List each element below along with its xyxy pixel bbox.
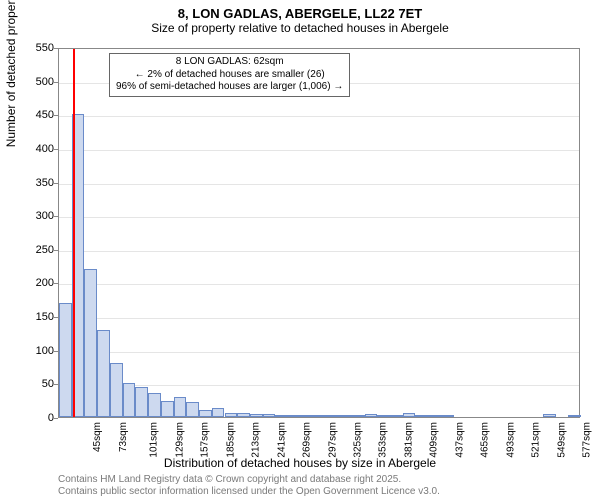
y-tick-label: 400 (14, 143, 54, 155)
y-tick-mark (54, 115, 58, 116)
y-tick-mark (54, 351, 58, 352)
y-tick-label: 450 (14, 109, 54, 121)
histogram-bar (365, 414, 378, 417)
histogram-bar (543, 414, 556, 417)
y-tick-mark (54, 418, 58, 419)
histogram-bar (212, 408, 225, 417)
y-tick-label: 500 (14, 76, 54, 88)
plot-area: 8 LON GADLAS: 62sqm← 2% of detached hous… (58, 48, 580, 418)
histogram-bar (275, 415, 288, 417)
annotation-line: 96% of semi-detached houses are larger (… (116, 81, 343, 94)
y-tick-mark (54, 283, 58, 284)
histogram-bar (390, 415, 403, 417)
y-tick-label: 0 (14, 412, 54, 424)
gridline (59, 150, 579, 151)
histogram-bar (415, 415, 428, 417)
histogram-bar (377, 415, 390, 417)
x-tick-label: 45sqm (92, 422, 103, 452)
y-tick-label: 50 (14, 378, 54, 390)
annotation-line: 8 LON GADLAS: 62sqm (116, 56, 343, 69)
histogram-bar (123, 383, 136, 417)
annotation-line: ← 2% of detached houses are smaller (26) (116, 69, 343, 82)
y-tick-label: 100 (14, 345, 54, 357)
gridline (59, 251, 579, 252)
y-tick-mark (54, 384, 58, 385)
histogram-bar (428, 415, 441, 417)
x-tick-label: 297sqm (327, 422, 338, 458)
histogram-bar (326, 415, 339, 417)
x-tick-label: 129sqm (174, 422, 185, 458)
annotation-box: 8 LON GADLAS: 62sqm← 2% of detached hous… (109, 53, 350, 97)
x-tick-label: 549sqm (556, 422, 567, 458)
histogram-bar (352, 415, 365, 417)
x-tick-label: 241sqm (276, 422, 287, 458)
x-tick-label: 353sqm (378, 422, 389, 458)
x-tick-label: 465sqm (480, 422, 491, 458)
x-tick-label: 493sqm (505, 422, 516, 458)
x-tick-label: 73sqm (118, 422, 129, 452)
histogram-bar (110, 363, 123, 417)
x-tick-label: 409sqm (429, 422, 440, 458)
y-tick-mark (54, 250, 58, 251)
x-tick-label: 437sqm (454, 422, 465, 458)
histogram-bar (225, 413, 238, 417)
histogram-bar (441, 415, 454, 417)
y-tick-label: 350 (14, 177, 54, 189)
y-tick-mark (54, 216, 58, 217)
y-tick-label: 150 (14, 311, 54, 323)
x-tick-label: 213sqm (251, 422, 262, 458)
gridline (59, 352, 579, 353)
y-tick-mark (54, 48, 58, 49)
x-tick-label: 101sqm (149, 422, 160, 458)
gridline (59, 284, 579, 285)
histogram-bar (84, 269, 97, 417)
histogram-bar (301, 415, 314, 417)
y-axis-label: Number of detached properties (4, 0, 18, 147)
gridline (59, 318, 579, 319)
y-tick-label: 200 (14, 277, 54, 289)
x-tick-label: 521sqm (531, 422, 542, 458)
x-tick-label: 577sqm (582, 422, 593, 458)
x-tick-label: 325sqm (353, 422, 364, 458)
attribution-footer: Contains HM Land Registry data © Crown c… (58, 474, 440, 497)
x-axis-label: Distribution of detached houses by size … (0, 456, 600, 470)
histogram-bar (237, 413, 250, 417)
x-tick-label: 381sqm (404, 422, 415, 458)
y-tick-mark (54, 183, 58, 184)
y-tick-label: 250 (14, 244, 54, 256)
x-tick-label: 185sqm (225, 422, 236, 458)
gridline (59, 116, 579, 117)
histogram-bar (186, 402, 199, 417)
histogram-bar (97, 330, 110, 417)
histogram-bar (568, 415, 581, 417)
histogram-bar (161, 401, 174, 417)
histogram-bar (59, 303, 72, 417)
histogram-bar (250, 414, 263, 417)
y-tick-mark (54, 149, 58, 150)
y-tick-mark (54, 82, 58, 83)
y-tick-mark (54, 317, 58, 318)
footer-line-1: Contains HM Land Registry data © Crown c… (58, 474, 440, 486)
histogram-bar (403, 413, 416, 417)
histogram-bar (199, 410, 212, 417)
histogram-bar (135, 387, 148, 417)
footer-line-2: Contains public sector information licen… (58, 486, 440, 498)
x-tick-label: 269sqm (302, 422, 313, 458)
x-tick-label: 157sqm (200, 422, 211, 458)
y-tick-label: 300 (14, 210, 54, 222)
chart-subtitle: Size of property relative to detached ho… (0, 21, 600, 39)
gridline (59, 184, 579, 185)
histogram-bar (263, 414, 276, 417)
histogram-chart: 8, LON GADLAS, ABERGELE, LL22 7ET Size o… (0, 0, 600, 500)
histogram-bar (148, 393, 161, 417)
subject-marker-line (73, 49, 75, 417)
chart-title: 8, LON GADLAS, ABERGELE, LL22 7ET (0, 0, 600, 21)
histogram-bar (339, 415, 352, 417)
histogram-bar (314, 415, 327, 417)
gridline (59, 217, 579, 218)
histogram-bar (174, 397, 187, 417)
histogram-bar (288, 415, 301, 417)
y-tick-label: 550 (14, 42, 54, 54)
